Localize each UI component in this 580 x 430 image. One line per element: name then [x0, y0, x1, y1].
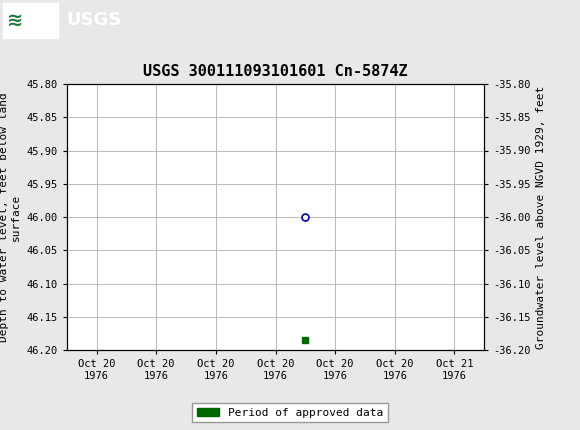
Bar	[3, 3, 58, 37]
Legend: Period of approved data: Period of approved data	[193, 403, 387, 422]
Text: ≋: ≋	[7, 11, 23, 30]
Title: USGS 300111093101601 Cn-5874Z: USGS 300111093101601 Cn-5874Z	[143, 64, 408, 79]
Text: USGS: USGS	[67, 12, 122, 29]
Y-axis label: Depth to water level, feet below land
surface: Depth to water level, feet below land su…	[0, 92, 21, 342]
Y-axis label: Groundwater level above NGVD 1929, feet: Groundwater level above NGVD 1929, feet	[536, 86, 546, 349]
